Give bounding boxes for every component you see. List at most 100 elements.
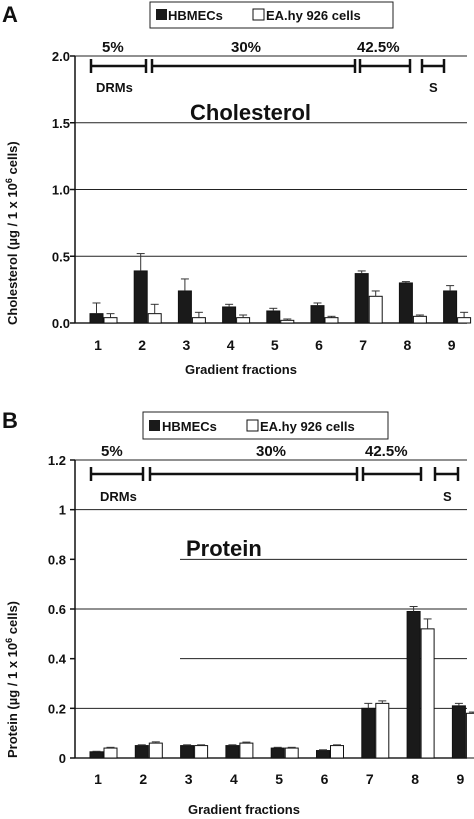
bar bbox=[324, 317, 339, 324]
region-30-label: 30% bbox=[256, 443, 286, 460]
x-tick-label: 3 bbox=[185, 771, 193, 787]
y-tick-label: 0.0 bbox=[52, 316, 70, 331]
bar bbox=[134, 745, 149, 759]
y-tick-label: 0.5 bbox=[52, 249, 70, 264]
bar bbox=[354, 273, 369, 324]
bar bbox=[451, 705, 466, 759]
bar bbox=[148, 742, 163, 759]
bar bbox=[222, 306, 237, 324]
y-tick-label: 0.4 bbox=[48, 652, 67, 667]
bar bbox=[103, 317, 118, 324]
legend-label-hbmecs: HBMECs bbox=[162, 419, 217, 434]
region-s-label: S bbox=[429, 80, 438, 95]
bar bbox=[284, 747, 299, 759]
legend-box bbox=[142, 411, 389, 440]
bar bbox=[457, 317, 472, 324]
bar bbox=[194, 745, 209, 759]
legend-swatch-eahy bbox=[252, 8, 265, 21]
x-tick-label: 8 bbox=[404, 337, 412, 353]
region-5-label: 5% bbox=[101, 443, 123, 460]
y-tick-label: 1.0 bbox=[52, 183, 70, 198]
bar bbox=[225, 745, 240, 759]
x-tick-label: 3 bbox=[183, 337, 191, 353]
x-tick-label: 9 bbox=[448, 337, 456, 353]
y-tick-label: 0.2 bbox=[48, 701, 66, 716]
region-drms-label: DRMs bbox=[100, 489, 137, 504]
x-tick-label: 4 bbox=[227, 337, 235, 353]
y-tick-label: 2.0 bbox=[52, 49, 70, 64]
x-tick-label: 9 bbox=[457, 771, 465, 787]
y-tick-label: 1 bbox=[59, 503, 66, 518]
x-tick-label: 5 bbox=[271, 337, 279, 353]
legend-box bbox=[149, 1, 394, 29]
bar bbox=[266, 310, 281, 324]
chart-a-xlabel: Gradient fractions bbox=[185, 362, 297, 377]
bar bbox=[280, 319, 295, 324]
y-tick-label: 0 bbox=[59, 751, 66, 766]
legend-swatch-hbmecs bbox=[149, 420, 160, 431]
panel-b: B HBMECs EA.hy 926 cells 5% 30% 42.5% DR… bbox=[2, 408, 474, 817]
bar bbox=[89, 751, 104, 759]
x-tick-label: 7 bbox=[366, 771, 374, 787]
y-tick-label: 0.6 bbox=[48, 602, 66, 617]
plot-area-a: 0.0 0.5 1.0 1.5 2.0 1 2 3 4 5 6 7 8 9 bbox=[52, 49, 472, 353]
bar bbox=[398, 282, 413, 324]
region-30-label: 30% bbox=[231, 39, 261, 56]
bar bbox=[368, 295, 383, 324]
bar bbox=[103, 747, 118, 759]
bar bbox=[177, 290, 192, 324]
y-tick-label: 0.8 bbox=[48, 552, 66, 567]
x-tick-label: 8 bbox=[411, 771, 419, 787]
y-tick-label: 1.5 bbox=[52, 116, 70, 131]
chart-b-xlabel: Gradient fractions bbox=[188, 802, 300, 817]
bar bbox=[89, 313, 104, 324]
legend-swatch-hbmecs bbox=[156, 9, 167, 20]
x-tick-label: 7 bbox=[359, 337, 367, 353]
region-42-label: 42.5% bbox=[357, 39, 400, 56]
plot-area-b: 0 0.2 0.4 0.6 0.8 1 1.2 1 2 3 4 5 6 7 8 9 bbox=[48, 453, 474, 787]
bar bbox=[420, 628, 435, 759]
panel-a-letter: A bbox=[2, 2, 18, 27]
region-brackets bbox=[89, 467, 460, 481]
region-drms-label: DRMs bbox=[96, 80, 133, 95]
bar bbox=[406, 610, 421, 759]
bar bbox=[270, 747, 285, 759]
legend-swatch-eahy bbox=[246, 419, 259, 432]
x-tick-label: 6 bbox=[315, 337, 323, 353]
bar bbox=[465, 712, 474, 759]
x-tick-label: 1 bbox=[94, 337, 102, 353]
bar bbox=[412, 315, 427, 324]
bar bbox=[180, 745, 195, 759]
x-tick-label: 5 bbox=[275, 771, 283, 787]
region-brackets bbox=[89, 59, 446, 73]
x-tick-label: 2 bbox=[139, 771, 147, 787]
bar bbox=[133, 270, 148, 324]
panel-a: A HBMECs EA.hy 926 cells 5% 30% 42.5% DR… bbox=[2, 1, 472, 377]
chart-b-title: Protein bbox=[186, 536, 262, 561]
x-tick-label: 1 bbox=[94, 771, 102, 787]
chart-b-ylabel: Protein (µg / 1 x 106 cells) bbox=[4, 601, 20, 758]
legend-label-hbmecs: HBMECs bbox=[168, 8, 223, 23]
region-42-label: 42.5% bbox=[365, 443, 408, 460]
legend-label-eahy: EA.hy 926 cells bbox=[266, 8, 361, 23]
x-tick-label: 4 bbox=[230, 771, 238, 787]
bar bbox=[361, 707, 376, 759]
region-5-label: 5% bbox=[102, 39, 124, 56]
x-tick-label: 6 bbox=[321, 771, 329, 787]
x-tick-label: 2 bbox=[138, 337, 146, 353]
region-s-label: S bbox=[443, 489, 452, 504]
bar bbox=[236, 317, 251, 324]
chart-a-ylabel: Cholesterol (µg / 1 x 106 cells) bbox=[4, 141, 20, 325]
bar bbox=[239, 742, 254, 759]
y-tick-label: 1.2 bbox=[48, 453, 66, 468]
chart-a-title: Cholesterol bbox=[190, 100, 311, 125]
bar bbox=[191, 317, 206, 324]
legend-label-eahy: EA.hy 926 cells bbox=[260, 419, 355, 434]
bar bbox=[330, 745, 344, 759]
bar bbox=[147, 313, 162, 324]
panel-b-letter: B bbox=[2, 408, 18, 433]
bar bbox=[375, 702, 390, 759]
bar bbox=[310, 305, 325, 324]
bar bbox=[443, 290, 458, 324]
